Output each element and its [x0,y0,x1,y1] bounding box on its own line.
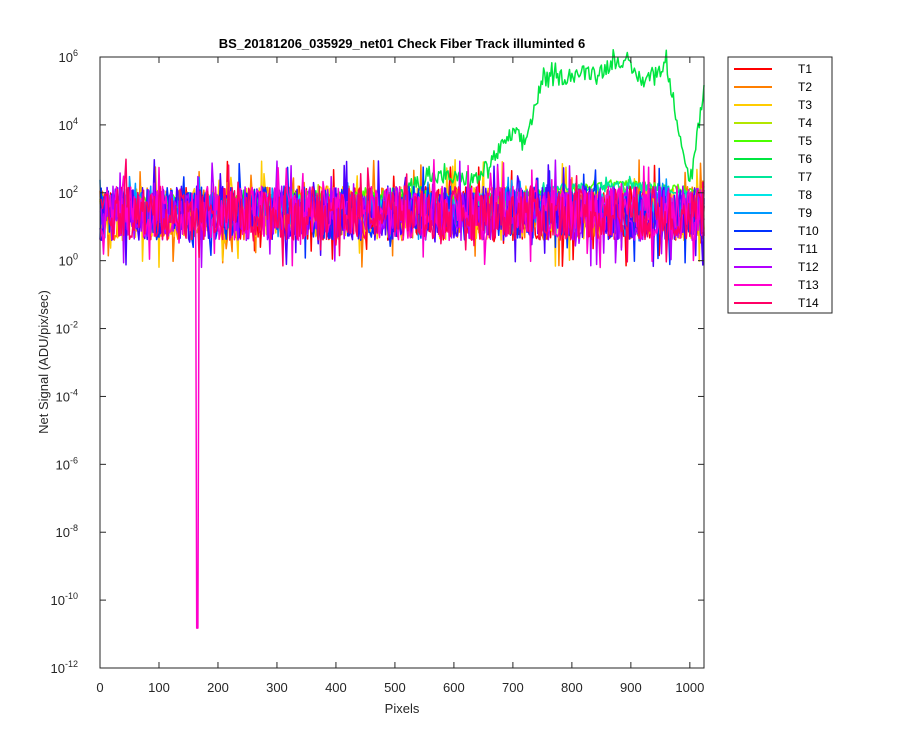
plot-area [100,57,704,668]
legend-label-t3: T3 [798,98,812,112]
x-tick-label: 100 [148,680,170,695]
series-line-t13 [99,159,705,629]
legend-label-t4: T4 [798,116,812,130]
x-tick-label: 700 [502,680,524,695]
legend-label-t5: T5 [798,134,812,148]
x-tick-label: 0 [96,680,103,695]
legend-label-t11: T11 [798,242,818,256]
legend-label-t14: T14 [798,296,819,310]
y-tick-label: 10-8 [56,523,78,540]
x-tick-label: 400 [325,680,347,695]
y-tick-label: 104 [59,116,78,133]
x-tick-label: 900 [620,680,642,695]
y-axis-ticks: 106 104 102 100 10-2 10-4 10-6 10-8 10-10 10-12 [51,48,704,676]
y-tick-label: 10-10 [51,591,78,608]
legend-label-t6: T6 [798,152,812,166]
legend-label-t9: T9 [798,206,812,220]
y-tick-label: 102 [59,184,78,201]
y-tick-label: 10-2 [56,320,78,337]
y-tick-label: 106 [59,48,78,65]
legend-label-t12: T12 [798,260,819,274]
y-tick-label: 10-6 [56,455,78,472]
x-tick-label: 300 [266,680,288,695]
legend-label-t7: T7 [798,170,812,184]
x-axis-label: Pixels [385,701,420,716]
x-axis-ticks: 0 100 200 300 400 500 600 700 800 900 1000 [96,57,704,695]
y-tick-label: 10-12 [51,659,78,676]
x-tick-label: 600 [443,680,465,695]
legend-label-t1: T1 [798,62,812,76]
chart-title: BS_20181206_035929_net01 Check Fiber Tra… [219,36,585,51]
x-tick-label: 200 [207,680,229,695]
x-tick-label: 500 [384,680,406,695]
y-tick-label: 100 [59,252,78,269]
y-tick-label: 10-4 [56,387,78,404]
x-tick-label: 1000 [675,680,704,695]
y-axis-label: Net Signal (ADU/pix/sec) [36,290,51,434]
legend: T1 T2 T3 T4 T5 T6 T7 T8 T9 T10 T11 T12 T13 T14 [727,56,833,314]
legend-label-t8: T8 [798,188,812,202]
legend-box [727,56,833,314]
series-layer [99,48,705,629]
legend-label-t2: T2 [798,80,812,94]
x-tick-label: 800 [561,680,583,695]
series-line-t14 [100,158,705,267]
legend-label-t10: T10 [798,224,819,238]
plot-frame [99,56,705,669]
legend-label-t13: T13 [798,278,819,292]
